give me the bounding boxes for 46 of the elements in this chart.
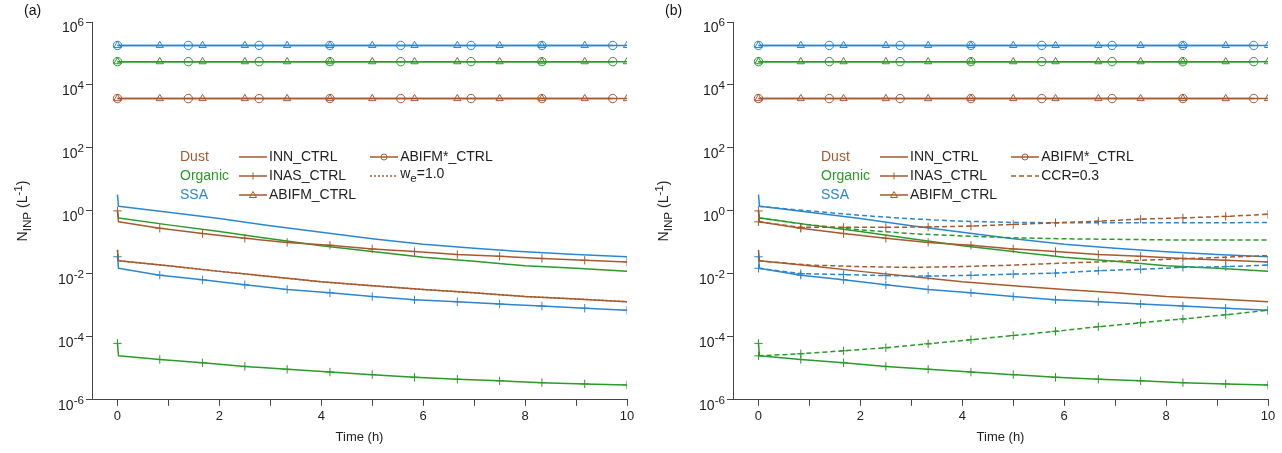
x-tick-label: 4 [317, 408, 325, 424]
y-tick-label: 10$^{-2}$ [699, 265, 725, 288]
chart-title: (a) [24, 2, 42, 18]
y-tick-label: 10$^{-4}$ [699, 328, 725, 351]
x-tick-label: 0 [113, 408, 122, 424]
annotation: SSA [821, 185, 850, 204]
x-tick-label: 6 [1060, 408, 1068, 424]
x-tick-label: 6 [419, 408, 427, 424]
y-tick-label: 10$^{2}$ [61, 139, 84, 162]
x-tick-label: 8 [521, 408, 529, 424]
x-tick-label: 10 [619, 408, 635, 424]
legend-label: ABIFM*_CTRL [400, 147, 493, 166]
y-tick-label: 10$^{6}$ [61, 14, 84, 36]
legend-label: w$_{e}$=1.0 [400, 164, 445, 186]
legend-label: ABIFM_CTRL [910, 185, 998, 204]
legend-label: INAS_CTRL [269, 166, 347, 185]
annotation: Dust [821, 147, 851, 166]
annotation: SSA [180, 185, 209, 204]
x-tick-label: 4 [958, 408, 966, 424]
x-tick-label: 2 [215, 408, 223, 424]
legend-label: ABIFM_CTRL [269, 185, 357, 204]
x-axis-title: Time (h) [335, 428, 384, 444]
y-tick-label: 10$^{2}$ [702, 139, 725, 162]
x-tick-label: 10 [1260, 408, 1276, 424]
legend-label: INN_CTRL [910, 147, 979, 166]
annotation: Dust [180, 147, 210, 166]
annotation: Organic [821, 166, 871, 185]
y-tick-label: 10$^{4}$ [61, 76, 84, 99]
x-tick-label: 8 [1162, 408, 1170, 424]
legend-label: CCR=0.3 [1041, 166, 1100, 185]
y-tick-label: 10$^{6}$ [702, 14, 725, 36]
y-tick-label: 10$^{-4}$ [58, 328, 84, 351]
y-tick-label: 10$^{4}$ [702, 76, 725, 99]
y-tick-label: 10$^{-6}$ [699, 391, 725, 414]
y-tick-label: 10$^{0}$ [702, 202, 725, 225]
annotation: Organic [180, 166, 230, 185]
x-tick-label: 2 [856, 408, 864, 424]
y-tick-label: 10$^{-6}$ [58, 391, 84, 414]
y-tick-label: 10$^{-2}$ [58, 265, 84, 288]
legend-label: INAS_CTRL [910, 166, 988, 185]
x-tick-label: 0 [754, 408, 763, 424]
legend-label: INN_CTRL [269, 147, 338, 166]
x-axis-title: Time (h) [976, 428, 1025, 444]
y-tick-label: 10$^{0}$ [61, 202, 84, 225]
legend-label: ABIFM*_CTRL [1041, 147, 1134, 166]
chart-title: (b) [665, 2, 683, 18]
